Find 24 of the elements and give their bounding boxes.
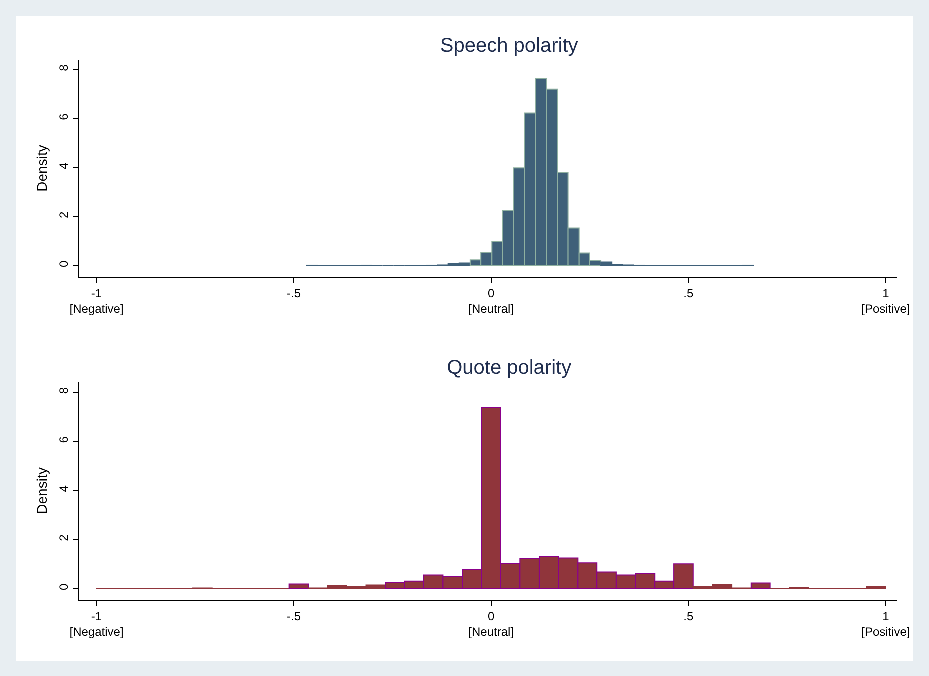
y-tick-label: 4 bbox=[57, 485, 72, 492]
x-tick-label: .5 bbox=[684, 286, 694, 300]
x-tick-label: 0 [Neutral] bbox=[468, 286, 514, 316]
y-tick-label: 6 bbox=[57, 113, 72, 120]
x-tick-label: -1 [Negative] bbox=[70, 609, 124, 639]
y-tick-label: 0 bbox=[57, 583, 72, 590]
chart-title: Quote polarity bbox=[447, 357, 572, 379]
x-tick-label: .5 bbox=[684, 609, 694, 624]
y-tick-label: 4 bbox=[57, 162, 72, 170]
y-axis-title: Density bbox=[34, 145, 50, 192]
x-tick-label: -1 [Negative] bbox=[70, 286, 124, 316]
y-tick-label: 2 bbox=[57, 211, 72, 218]
x-tick-label: 0 [Neutral] bbox=[468, 609, 514, 639]
y-tick-label: 0 bbox=[57, 260, 72, 268]
x-tick-label: 1 [Positive] bbox=[862, 609, 910, 639]
y-tick-label: 2 bbox=[57, 534, 72, 542]
x-tick-label: 1 [Positive] bbox=[862, 286, 910, 316]
x-tick-label: -.5 bbox=[287, 286, 302, 300]
chart-title: Speech polarity bbox=[440, 35, 578, 57]
x-tick-label: -.5 bbox=[287, 609, 302, 624]
y-tick-label: 8 bbox=[57, 387, 72, 394]
y-tick-label: 6 bbox=[57, 436, 72, 444]
y-axis-title: Density bbox=[34, 468, 50, 514]
y-tick-label: 8 bbox=[57, 64, 72, 72]
